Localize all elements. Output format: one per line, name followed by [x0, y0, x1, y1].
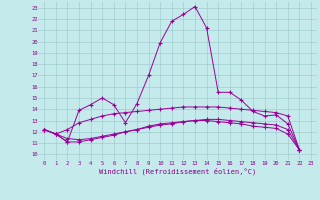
X-axis label: Windchill (Refroidissement éolien,°C): Windchill (Refroidissement éolien,°C): [99, 167, 256, 175]
